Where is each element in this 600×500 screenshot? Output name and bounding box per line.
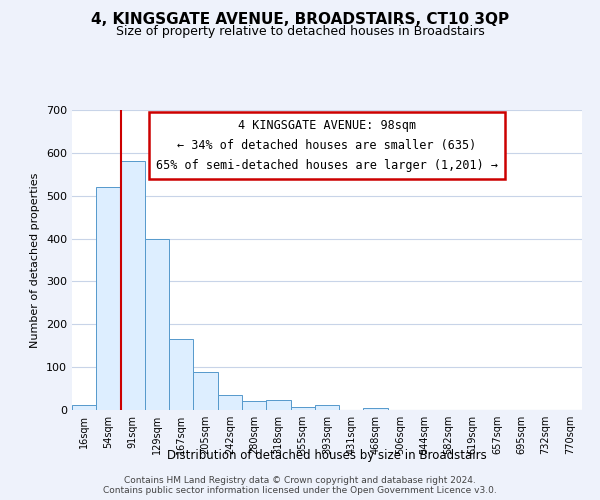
- Bar: [121, 162, 145, 410]
- Bar: [315, 405, 339, 410]
- Bar: [145, 238, 169, 410]
- Bar: [72, 405, 96, 410]
- Text: Contains HM Land Registry data © Crown copyright and database right 2024.: Contains HM Land Registry data © Crown c…: [124, 476, 476, 485]
- Bar: [193, 372, 218, 410]
- Bar: [364, 408, 388, 410]
- Text: 4 KINGSGATE AVENUE: 98sqm
← 34% of detached houses are smaller (635)
65% of semi: 4 KINGSGATE AVENUE: 98sqm ← 34% of detac…: [156, 119, 498, 172]
- Bar: [218, 395, 242, 410]
- Y-axis label: Number of detached properties: Number of detached properties: [31, 172, 40, 348]
- Bar: [96, 187, 121, 410]
- Text: Contains public sector information licensed under the Open Government Licence v3: Contains public sector information licen…: [103, 486, 497, 495]
- Text: 4, KINGSGATE AVENUE, BROADSTAIRS, CT10 3QP: 4, KINGSGATE AVENUE, BROADSTAIRS, CT10 3…: [91, 12, 509, 28]
- Bar: [242, 400, 266, 410]
- Bar: [290, 406, 315, 410]
- Text: Size of property relative to detached houses in Broadstairs: Size of property relative to detached ho…: [116, 25, 484, 38]
- Bar: [266, 400, 290, 410]
- Text: Distribution of detached houses by size in Broadstairs: Distribution of detached houses by size …: [167, 448, 487, 462]
- Bar: [169, 340, 193, 410]
